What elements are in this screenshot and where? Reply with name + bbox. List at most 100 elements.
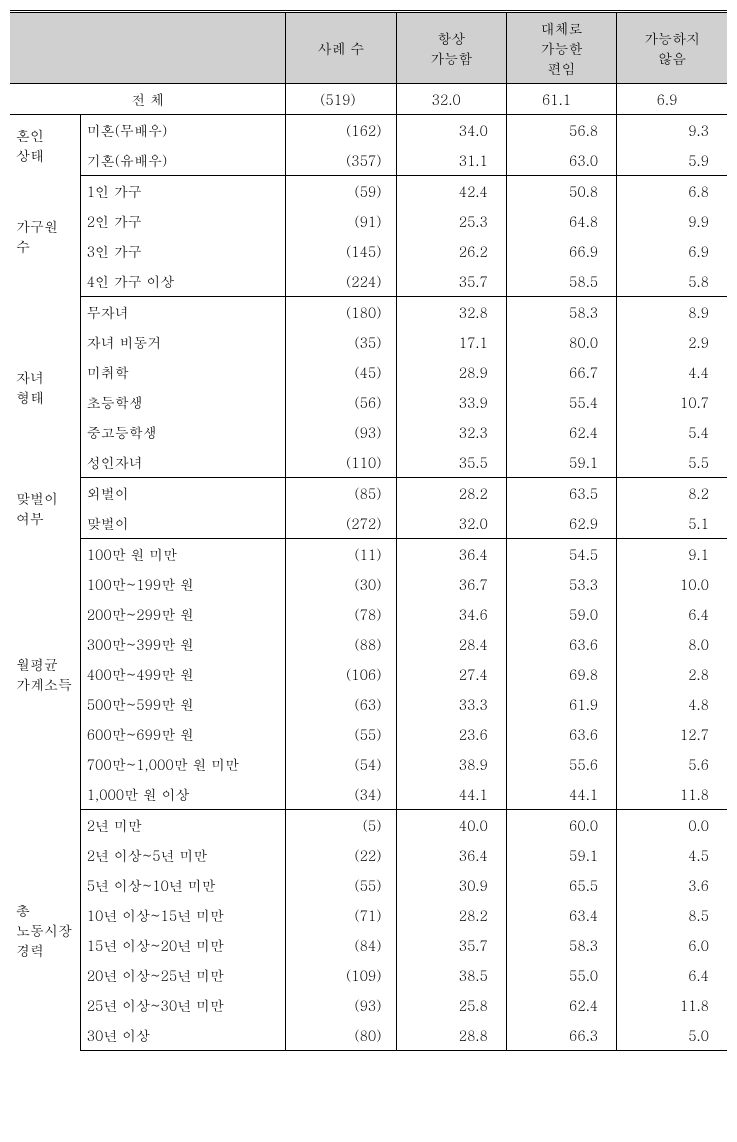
table-row: 20년 이상~25년 미만(109)38.555.06.4 [10, 960, 727, 990]
row-label: 미혼(무배우) [80, 115, 286, 146]
table-row: 1,000만 원 이상(34)44.144.111.8 [10, 779, 727, 810]
cell-value: 50.8 [506, 176, 616, 207]
cell-value: (85) [286, 478, 396, 509]
cell-value: (45) [286, 357, 396, 387]
row-label: 기혼(유배우) [80, 145, 286, 176]
row-label: 200만~299만 원 [80, 599, 286, 629]
cell-value: 54.5 [506, 539, 616, 570]
row-label: 1,000만 원 이상 [80, 779, 286, 810]
cell-value: 64.8 [506, 206, 616, 236]
cell-value: 62.9 [506, 508, 616, 539]
table-row: 15년 이상~20년 미만(84)35.758.36.0 [10, 930, 727, 960]
cell-value: (34) [286, 779, 396, 810]
cell-value: (93) [286, 417, 396, 447]
cell-value: 58.5 [506, 266, 616, 297]
cell-value: 23.6 [396, 719, 506, 749]
cell-value: 5.0 [617, 1020, 727, 1051]
cell-value: 62.4 [506, 417, 616, 447]
cell-value: 53.3 [506, 569, 616, 599]
cell-value: 10.0 [617, 569, 727, 599]
cell-value: 32.3 [396, 417, 506, 447]
table-row: 혼인상태미혼(무배우)(162)34.056.89.3 [10, 115, 727, 146]
cell-value: (54) [286, 749, 396, 779]
cell-value: (91) [286, 206, 396, 236]
cell-value: 65.5 [506, 870, 616, 900]
cell-value: 44.1 [396, 779, 506, 810]
cell-value: 28.8 [396, 1020, 506, 1051]
cell-value: (78) [286, 599, 396, 629]
row-label: 500만~599만 원 [80, 689, 286, 719]
cell-value: 63.6 [506, 719, 616, 749]
cell-value: 6.8 [617, 176, 727, 207]
cell-value: 55.0 [506, 960, 616, 990]
row-label: 1인 가구 [80, 176, 286, 207]
cell-value: 33.3 [396, 689, 506, 719]
cell-value: 9.3 [617, 115, 727, 146]
cell-value: 17.1 [396, 327, 506, 357]
row-label: 초등학생 [80, 387, 286, 417]
cell-value: 6.0 [617, 930, 727, 960]
table-row: 400만~499만 원(106)27.469.82.8 [10, 659, 727, 689]
cell-value: (22) [286, 840, 396, 870]
cell-value: 34.0 [396, 115, 506, 146]
cell-value: 6.4 [617, 599, 727, 629]
table-body: 전 체(519)32.061.16.9혼인상태미혼(무배우)(162)34.05… [10, 84, 727, 1051]
cell-value: (145) [286, 236, 396, 266]
cell-value: 35.7 [396, 266, 506, 297]
group-label: 가구원수 [10, 176, 80, 297]
table-row: 성인자녀(110)35.559.15.5 [10, 447, 727, 478]
cell-value: 63.4 [506, 900, 616, 930]
cell-value: 28.2 [396, 900, 506, 930]
cell-value: 2.9 [617, 327, 727, 357]
cell-value: 27.4 [396, 659, 506, 689]
header-blank [10, 12, 286, 84]
cell-value: (109) [286, 960, 396, 990]
table-header: 사례 수 항상가능함 대체로가능한편임 가능하지않음 [10, 12, 727, 84]
cell-value: (55) [286, 870, 396, 900]
cell-value: 28.4 [396, 629, 506, 659]
cell-value: 3.6 [617, 870, 727, 900]
cell-value: (180) [286, 297, 396, 328]
cell-value: 2.8 [617, 659, 727, 689]
cell-value: 42.4 [396, 176, 506, 207]
cell-value: 32.0 [396, 508, 506, 539]
total-label: 전 체 [10, 84, 286, 115]
cell-value: (224) [286, 266, 396, 297]
data-table: 사례 수 항상가능함 대체로가능한편임 가능하지않음 전 체(519)32.06… [10, 10, 727, 1051]
cell-value: 66.3 [506, 1020, 616, 1051]
table-row: 100만~199만 원(30)36.753.310.0 [10, 569, 727, 599]
cell-value: 28.2 [396, 478, 506, 509]
cell-value: 10.7 [617, 387, 727, 417]
table-row: 3인 가구(145)26.266.96.9 [10, 236, 727, 266]
cell-value: 4.5 [617, 840, 727, 870]
cell-value: 56.8 [506, 115, 616, 146]
cell-value: 59.0 [506, 599, 616, 629]
cell-value: (84) [286, 930, 396, 960]
table-row: 월평균가계소득100만 원 미만(11)36.454.59.1 [10, 539, 727, 570]
row-label: 300만~399만 원 [80, 629, 286, 659]
group-label: 월평균가계소득 [10, 539, 80, 810]
cell-value: (56) [286, 387, 396, 417]
table-row: 500만~599만 원(63)33.361.94.8 [10, 689, 727, 719]
row-label: 4인 가구 이상 [80, 266, 286, 297]
group-label: 맞벌이여부 [10, 478, 80, 539]
cell-value: 26.2 [396, 236, 506, 266]
table-row: 자녀 비동거(35)17.180.02.9 [10, 327, 727, 357]
cell-value: 8.2 [617, 478, 727, 509]
cell-value: 66.7 [506, 357, 616, 387]
cell-value: 60.0 [506, 810, 616, 841]
row-label: 맞벌이 [80, 508, 286, 539]
cell-value: (106) [286, 659, 396, 689]
table-row: 10년 이상~15년 미만(71)28.263.48.5 [10, 900, 727, 930]
row-label: 600만~699만 원 [80, 719, 286, 749]
cell-value: 5.8 [617, 266, 727, 297]
cell-value: 38.9 [396, 749, 506, 779]
cell-value: (5) [286, 810, 396, 841]
cell-value: 9.1 [617, 539, 727, 570]
table-row: 초등학생(56)33.955.410.7 [10, 387, 727, 417]
row-label: 10년 이상~15년 미만 [80, 900, 286, 930]
cell-value: 58.3 [506, 930, 616, 960]
row-label: 700만~1,000만 원 미만 [80, 749, 286, 779]
cell-value: 33.9 [396, 387, 506, 417]
table-row: 700만~1,000만 원 미만(54)38.955.65.6 [10, 749, 727, 779]
